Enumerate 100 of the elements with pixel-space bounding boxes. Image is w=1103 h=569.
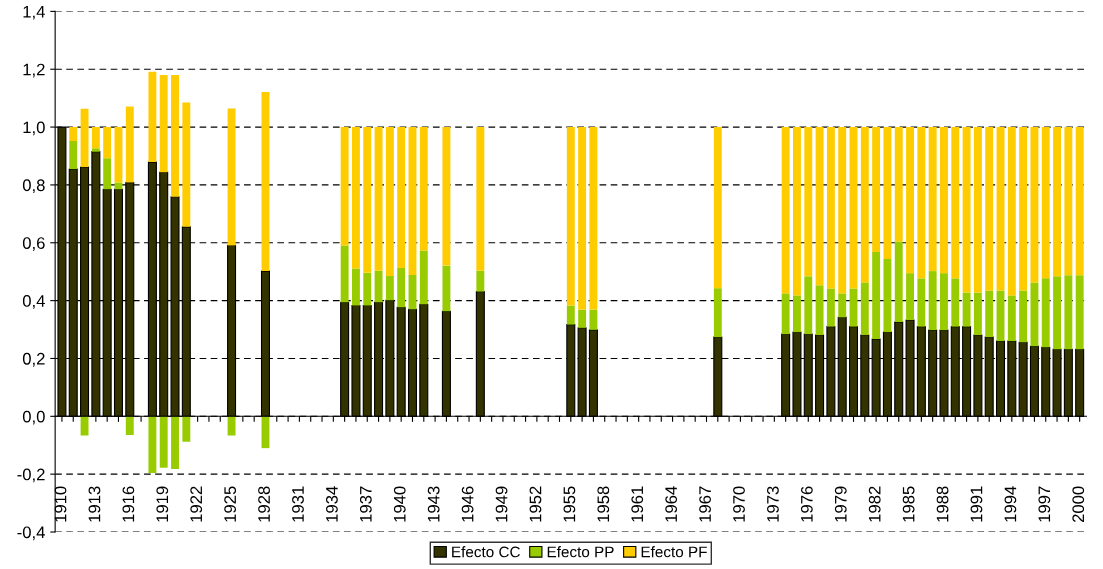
x-tick-label: 1994 (1004, 486, 1017, 522)
bar (148, 71, 157, 163)
bar (1075, 127, 1084, 276)
bar (1053, 276, 1062, 350)
bar (985, 290, 994, 338)
x-tick-label: 1976 (800, 486, 813, 522)
bar (1041, 278, 1050, 348)
x-tick-label: 1988 (936, 486, 949, 522)
y-tick-label: 0,6 (22, 237, 45, 251)
bar (1053, 127, 1062, 277)
bar (419, 127, 428, 251)
y-tick-label: -0,4 (17, 526, 45, 541)
y-tick-label: 0,0 (22, 410, 45, 425)
x-tick-label: 2000 (1072, 486, 1085, 522)
bar (894, 127, 903, 242)
x-tick-label: 1982 (868, 486, 881, 522)
bar (894, 241, 903, 323)
legend-label: Efecto PF (641, 546, 707, 558)
x-tick-label: 1943 (427, 486, 440, 522)
bar (781, 293, 790, 335)
x-tick-label: 1931 (292, 486, 304, 522)
bar (940, 127, 948, 274)
x-tick-label: 1922 (190, 486, 203, 522)
bar (340, 127, 349, 246)
bar (1075, 275, 1084, 350)
bar (566, 127, 575, 306)
legend-label: Efecto PP (547, 546, 614, 558)
bar (227, 108, 236, 246)
bar (1007, 127, 1016, 296)
bar (80, 108, 89, 167)
bar (1030, 282, 1039, 347)
bar (906, 127, 915, 274)
x-tick-label: 1946 (461, 486, 474, 522)
bar (860, 127, 869, 283)
bar (91, 127, 100, 149)
bar (566, 305, 575, 325)
bar (69, 127, 78, 141)
bar (351, 268, 360, 306)
bar (860, 282, 869, 336)
bar (1041, 127, 1050, 279)
bar (171, 416, 179, 469)
bar (826, 288, 835, 327)
x-tick-label: 1910 (54, 486, 67, 522)
x-tick-label: 1919 (156, 486, 169, 522)
bar (442, 265, 451, 312)
bar (917, 278, 926, 327)
x-tick-label: 1970 (733, 486, 745, 522)
bar (182, 416, 191, 442)
x-tick-label: 1979 (834, 486, 847, 522)
bar (397, 267, 406, 308)
bar (804, 276, 813, 335)
bar (838, 293, 847, 318)
y-tick-label: 0,4 (22, 295, 45, 309)
bar (363, 272, 372, 306)
bar (442, 127, 451, 266)
bar (363, 127, 372, 273)
bar (1019, 290, 1028, 343)
x-tick-label: 1991 (970, 486, 983, 522)
bar (419, 250, 428, 305)
y-tick-label: 0,8 (22, 179, 45, 194)
bar (928, 127, 937, 272)
bar (148, 416, 157, 474)
y-tick-label: -0,2 (17, 468, 45, 483)
bar (589, 309, 598, 330)
bar (838, 127, 847, 294)
bar (578, 127, 587, 310)
bar (589, 127, 598, 310)
bar (125, 106, 134, 183)
bar (940, 273, 948, 331)
bar (815, 285, 824, 336)
bar (1007, 295, 1016, 342)
bar (171, 75, 179, 197)
x-tick-label: 1928 (258, 486, 270, 522)
bar (385, 127, 394, 277)
bar (917, 127, 926, 279)
x-tick-label: 1925 (224, 486, 237, 522)
bar (815, 127, 824, 286)
bar (985, 127, 994, 291)
bar (1064, 275, 1073, 350)
bar (351, 127, 360, 269)
bar (713, 288, 722, 338)
bar (973, 292, 982, 336)
bar (883, 127, 892, 259)
x-tick-label: 1997 (1038, 486, 1051, 522)
x-tick-label: 1934 (326, 486, 338, 522)
bar (849, 288, 858, 327)
bar (928, 271, 937, 331)
y-tick-label: 1,4 (23, 5, 45, 20)
bar (804, 127, 813, 277)
bar (103, 158, 112, 190)
x-tick-label: 1949 (495, 486, 508, 522)
x-tick-label: 1916 (122, 486, 135, 522)
x-tick-label: 1985 (902, 486, 915, 522)
bar (80, 416, 89, 436)
x-tick-label: 1973 (767, 486, 779, 522)
x-tick-label: 1967 (699, 486, 711, 522)
bar (951, 127, 960, 279)
x-tick-label: 1955 (563, 486, 576, 522)
bar (578, 309, 587, 328)
x-tick-label: 1913 (88, 486, 101, 522)
